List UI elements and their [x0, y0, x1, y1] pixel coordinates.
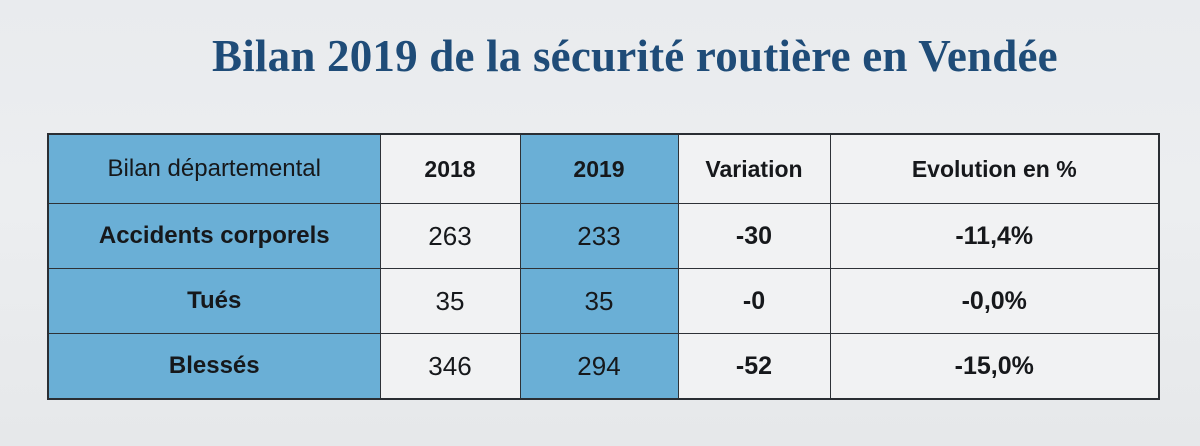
cell-evolution: -15,0%: [829, 333, 1160, 400]
cell-2018: 35: [379, 268, 521, 334]
page-title: Bilan 2019 de la sécurité routière en Ve…: [212, 31, 1058, 81]
bilan-table: Bilan départemental 2018 2019 Variation …: [47, 133, 1160, 400]
cell-2018: 346: [379, 333, 521, 400]
row-label-accidents-corporels: Accidents corporels: [47, 203, 381, 269]
bilan-table-container: Bilan départemental 2018 2019 Variation …: [47, 133, 1160, 400]
cell-variation: -0: [677, 268, 831, 334]
cell-2019: 233: [519, 203, 679, 269]
header-2018: 2018: [379, 133, 521, 204]
header-variation: Variation: [677, 133, 831, 204]
header-2019: 2019: [519, 133, 679, 204]
table-row: Blessés 346 294 -52 -15,0%: [47, 333, 1160, 400]
cell-evolution: -11,4%: [829, 203, 1160, 269]
cell-evolution: -0,0%: [829, 268, 1160, 334]
row-label-blesses: Blessés: [47, 333, 381, 400]
table-row: Accidents corporels 263 233 -30 -11,4%: [47, 203, 1160, 269]
cell-2019: 35: [519, 268, 679, 334]
header-bilan-departemental: Bilan départemental: [47, 133, 381, 204]
header-evolution: Evolution en %: [829, 133, 1160, 204]
table-row: Tués 35 35 -0 -0,0%: [47, 268, 1160, 334]
cell-variation: -30: [677, 203, 831, 269]
table-header-row: Bilan départemental 2018 2019 Variation …: [47, 133, 1160, 204]
cell-2018: 263: [379, 203, 521, 269]
row-label-tues: Tués: [47, 268, 381, 334]
cell-2019: 294: [519, 333, 679, 400]
cell-variation: -52: [677, 333, 831, 400]
